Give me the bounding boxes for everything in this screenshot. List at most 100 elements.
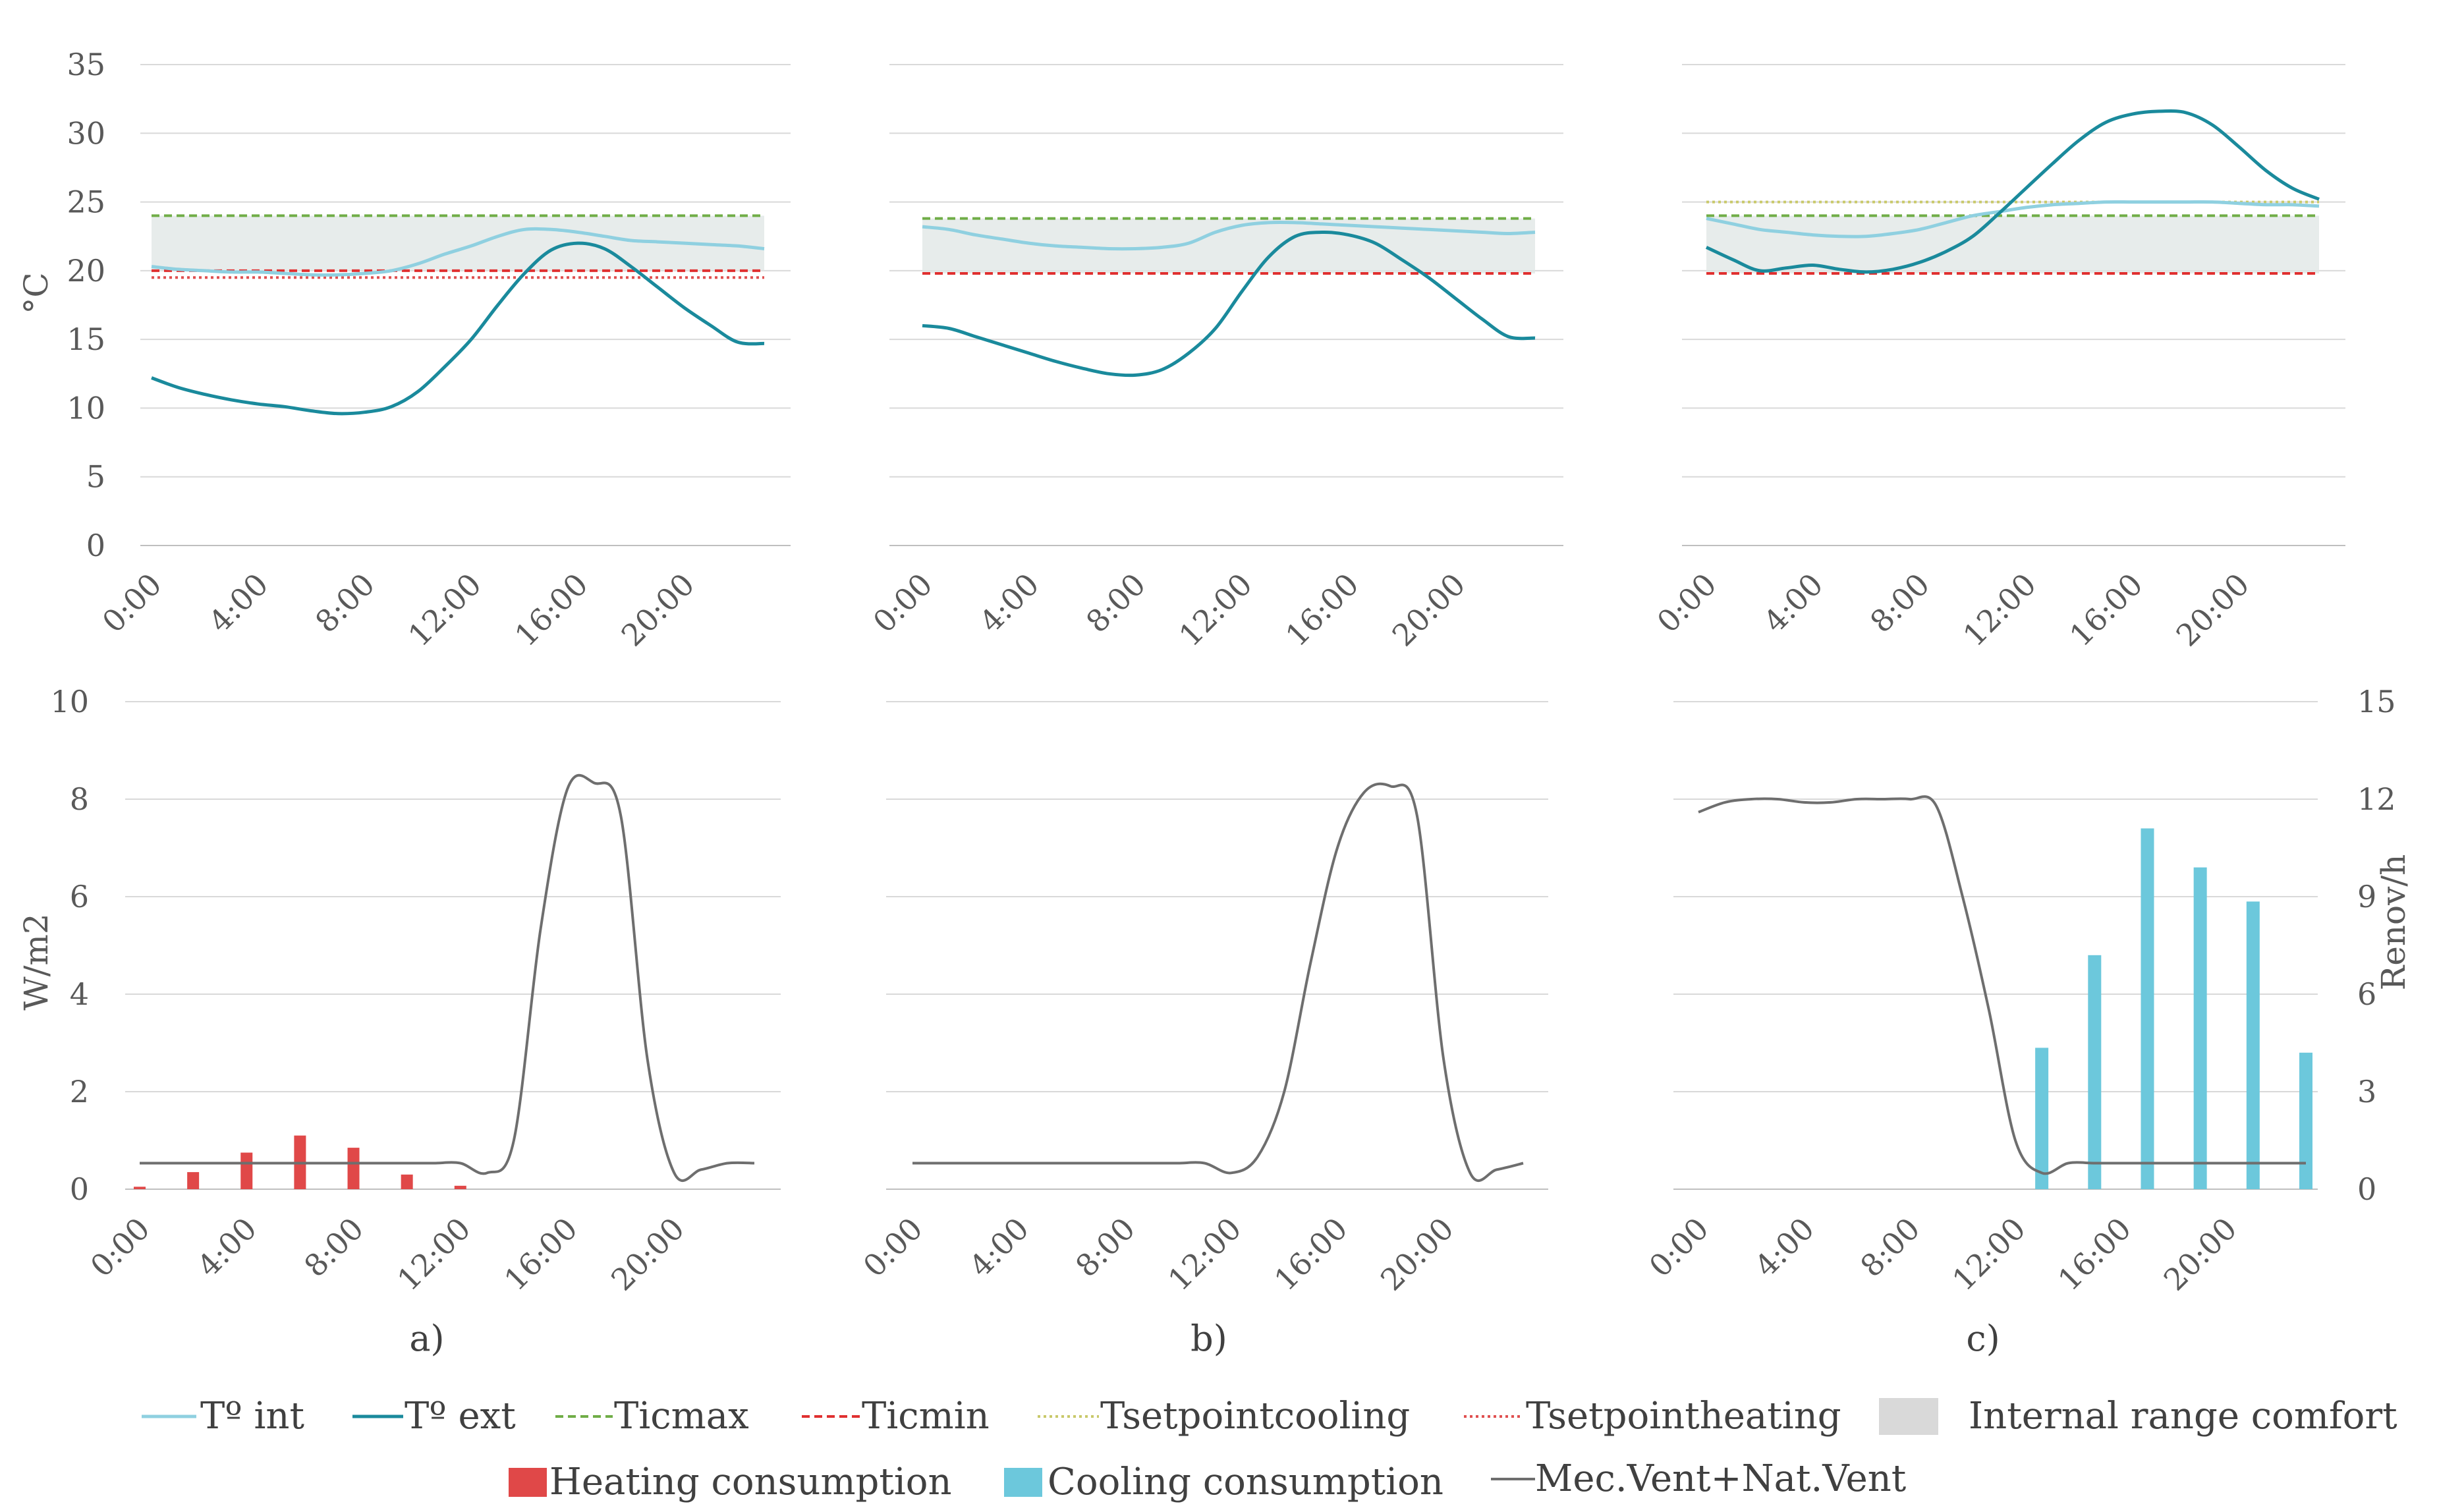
bottom-x-tick-label: 16:00 [2051,1211,2138,1298]
bottom-x-tick-label: 12:00 [1946,1211,2032,1298]
panel-label-c: c) [1966,1318,2000,1359]
right-y-tick-label: 15 [2357,684,2396,719]
top-x-tick-label: 16:00 [508,567,595,654]
legend-label-cooling: Cooling consumption [1048,1461,1443,1503]
legend-label-vent: Mec.Vent+Nat.Vent [1535,1457,1907,1500]
top-x-tick-label: 20:00 [1386,567,1472,654]
top-y-tick-label: 5 [86,459,105,495]
legend-swatch-cooling [1004,1468,1042,1497]
panel-label-b: b) [1190,1318,1227,1359]
top-y-tick-label: 0 [86,528,105,563]
bottom-y-tick-label: 6 [70,879,89,914]
top-y-tick-label: 30 [67,115,105,151]
top-x-tick-label: 12:00 [1956,567,2043,654]
top-y-tick-label: 15 [67,322,105,357]
bottom-x-tick-label: 20:00 [2157,1211,2244,1298]
bottom-x-tick-label: 0:00 [1642,1211,1716,1284]
bottom-y-tick-label: 4 [70,976,89,1012]
top-x-tick-label: 4:00 [972,567,1046,640]
bottom-y-tick-label: 0 [70,1171,89,1207]
top-x-tick-label: 0:00 [866,567,939,640]
top-y-tick-label: 20 [67,253,105,289]
legend-label-tsetpointcooling: Tsetpointcooling [1100,1395,1410,1438]
t-ext-line [922,230,1536,378]
bottom-y-axis-title: W/m2 [17,913,55,1010]
bottom-x-tick-label: 20:00 [1374,1211,1461,1298]
cooling-bar [2141,828,2154,1189]
bottom-x-tick-label: 20:00 [604,1211,691,1298]
panel-label-a: a) [409,1318,444,1359]
bottom-x-tick-label: 8:00 [1853,1211,1926,1284]
top-y-tick-label: 25 [67,184,105,220]
top-y-tick-label: 35 [67,47,105,82]
top-x-tick-label: 4:00 [1756,567,1830,640]
vent-line [912,782,1524,1183]
top-x-tick-label: 0:00 [1650,567,1723,640]
cooling-bar [2088,955,2102,1189]
top-x-tick-label: 16:00 [2063,567,2150,654]
bottom-x-tick-label: 0:00 [856,1211,930,1284]
legend: Tº int Tº ext Ticmax Ticmin Tsetpointcoo… [142,1395,2397,1503]
consumption-bars [134,828,2312,1189]
cooling-bar [2193,867,2207,1189]
top-x-tick-label: 20:00 [615,567,702,654]
heating-bar [347,1148,360,1189]
legend-label-ticmax: Ticmax [614,1395,749,1438]
heating-bar [454,1185,466,1189]
t-int-line [151,227,765,277]
cooling-bar [2035,1048,2049,1189]
top-y-axis-title: °C [17,272,55,314]
legend-label-tsetpointheating: Tsetpointheating [1526,1395,1841,1438]
top-x-tick-label: 8:00 [1863,567,1936,640]
t-int-line [1706,200,2320,238]
bottom-y-tick-label: 2 [70,1074,89,1109]
right-y-tick-label: 9 [2357,879,2376,914]
series-lines [139,109,2320,1183]
heating-bar [187,1172,200,1189]
vent-line [1698,795,2306,1175]
legend-label-heating: Heating consumption [549,1461,952,1503]
legend-swatch-heating [509,1468,547,1497]
bottom-x-tick-label: 12:00 [1161,1211,1248,1298]
heating-bar [401,1174,413,1189]
right-y-tick-label: 12 [2357,781,2396,817]
legend-swatch-comfort [1879,1398,1938,1435]
t-ext-line [151,241,765,416]
top-x-tick-label: 0:00 [96,567,169,640]
bottom-x-tick-label: 8:00 [1069,1211,1142,1284]
right-y-tick-label: 3 [2357,1074,2376,1109]
legend-label-t-ext: Tº ext [405,1395,516,1438]
right-y-axis-title: Renov/h [2374,854,2413,991]
bottom-y-tick-label: 8 [70,781,89,817]
top-x-tick-label: 8:00 [308,567,381,640]
legend-label-t-int: Tº int [200,1395,304,1438]
heating-bar [240,1152,253,1189]
bottom-x-tick-label: 0:00 [84,1211,157,1284]
top-x-tick-label: 12:00 [401,567,488,654]
bottom-x-tick-label: 4:00 [963,1211,1036,1284]
cooling-bar [2299,1052,2312,1189]
top-y-tick-label: 10 [67,390,105,426]
heating-bar [134,1187,146,1189]
right-y-tick-label: 6 [2357,976,2376,1012]
bottom-x-tick-label: 4:00 [1748,1211,1821,1284]
legend-label-comfort: Internal range comfort [1969,1395,2397,1438]
cooling-bar [2246,901,2260,1189]
top-x-tick-label: 12:00 [1172,567,1259,654]
top-x-tick-label: 8:00 [1079,567,1152,640]
bottom-x-tick-label: 12:00 [391,1211,478,1298]
top-x-tick-label: 4:00 [202,567,275,640]
right-y-tick-label: 0 [2357,1171,2376,1207]
legend-label-ticmin: Ticmin [862,1395,990,1438]
t-ext-line [1705,109,2320,274]
bottom-x-tick-label: 16:00 [1268,1211,1355,1298]
top-x-tick-label: 20:00 [2170,567,2256,654]
bottom-y-tick-label: 10 [50,684,89,719]
bottom-x-tick-label: 4:00 [190,1211,264,1284]
vent-line [139,773,755,1183]
bottom-x-tick-label: 16:00 [497,1211,584,1298]
t-int-line [922,220,1536,251]
bottom-x-tick-label: 8:00 [297,1211,370,1284]
top-x-tick-label: 16:00 [1279,567,1366,654]
